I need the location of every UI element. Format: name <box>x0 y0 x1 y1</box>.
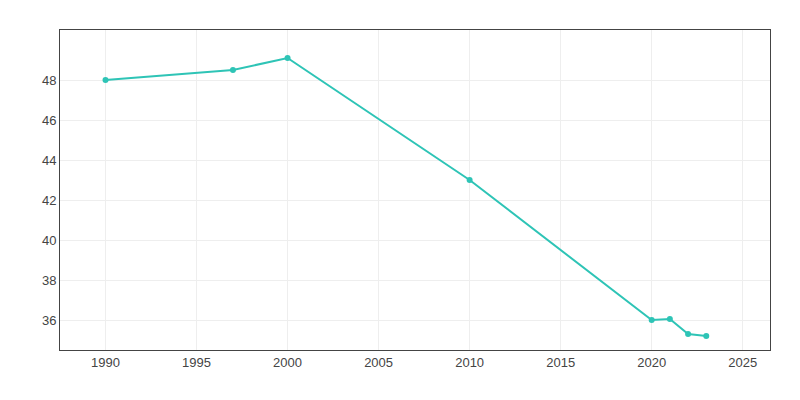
svg-text:36: 36 <box>42 313 56 328</box>
svg-text:2020: 2020 <box>637 355 666 370</box>
svg-text:2015: 2015 <box>546 355 575 370</box>
svg-text:1990: 1990 <box>91 355 120 370</box>
svg-text:48: 48 <box>42 73 56 88</box>
svg-text:2025: 2025 <box>728 355 757 370</box>
svg-text:38: 38 <box>42 273 56 288</box>
svg-text:1995: 1995 <box>182 355 211 370</box>
svg-text:2010: 2010 <box>455 355 484 370</box>
svg-text:40: 40 <box>42 233 56 248</box>
svg-text:2005: 2005 <box>364 355 393 370</box>
svg-text:46: 46 <box>42 113 56 128</box>
svg-text:42: 42 <box>42 193 56 208</box>
svg-text:2000: 2000 <box>273 355 302 370</box>
svg-text:44: 44 <box>42 153 56 168</box>
